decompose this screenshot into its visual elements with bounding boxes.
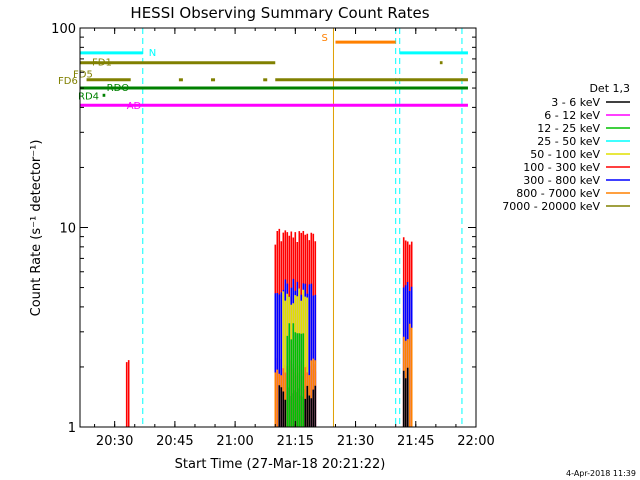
- flag-rdo: RDO: [80, 83, 468, 94]
- series-1-interval-2: [125, 360, 130, 427]
- x-tick-label-3: 21:15: [277, 434, 314, 449]
- legend-label-6: 300 - 800 keV: [523, 174, 600, 187]
- timestamp: 4-Apr-2018 11:39: [566, 469, 636, 478]
- flag-ad: AD: [80, 101, 468, 112]
- flag-label-fd5: FD5: [73, 69, 93, 80]
- flag-label-fd1: FD1: [92, 58, 112, 69]
- legend-entry-4: 50 - 100 keV: [530, 148, 630, 161]
- x-tick-label-4: 21:30: [337, 434, 374, 449]
- legend-title: Det 1,3: [589, 82, 630, 95]
- flag-rd4: RD4: [78, 91, 106, 102]
- y-tick-label-1: 10: [59, 222, 76, 237]
- y-tick-label-0: 1: [68, 421, 76, 436]
- legend-label-3: 25 - 50 keV: [537, 135, 600, 148]
- legend-entry-7: 800 - 7000 keV: [516, 187, 630, 200]
- axis-group: 20:30 20:45 21:00 21:15 21:30 21:45 22:00 1 10 10…: [51, 22, 495, 449]
- legend-label-2: 12 - 25 keV: [537, 122, 600, 135]
- legend-entry-8: 7000 - 20000 keV: [502, 200, 630, 213]
- flag-label-n: N: [149, 48, 156, 59]
- flag-label-rd4: RD4: [78, 91, 99, 102]
- x-tick-label-5: 21:45: [397, 434, 434, 449]
- x-tick-label-1: 20:45: [156, 434, 193, 449]
- flag-fd1: FD1: [80, 58, 443, 69]
- x-tick-label-0: 20:30: [96, 434, 133, 449]
- flag-fd6: FD6: [58, 76, 468, 87]
- flag-s: S: [321, 33, 396, 44]
- legend-entry-0: 3 - 6 keV: [551, 96, 630, 109]
- series-6: [286, 323, 305, 427]
- legend-label-0: 3 - 6 keV: [551, 96, 600, 109]
- series-6-interval-0: [286, 323, 305, 427]
- legend-entry-3: 25 - 50 keV: [537, 135, 630, 148]
- legend-label-4: 50 - 100 keV: [530, 148, 600, 161]
- series-5-interval-1: [402, 367, 409, 427]
- flag-label-rdo: RDO: [107, 83, 130, 94]
- flag-label-s: S: [321, 33, 327, 44]
- legend-entry-6: 300 - 800 keV: [523, 174, 630, 187]
- chart-title: HESSI Observing Summary Count Rates: [130, 4, 429, 22]
- legend-entry-2: 12 - 25 keV: [537, 122, 630, 135]
- y-axis-label: Count Rate (s⁻¹ detector⁻¹): [29, 140, 44, 317]
- legend-label-5: 100 - 300 keV: [523, 161, 600, 174]
- flag-n: N: [80, 48, 468, 59]
- x-axis-label: Start Time (27-Mar-18 20:21:22): [175, 457, 386, 472]
- flag-fd5: FD5: [73, 69, 93, 80]
- legend-label-7: 800 - 7000 keV: [516, 187, 600, 200]
- legend-label-8: 7000 - 20000 keV: [502, 200, 600, 213]
- legend-entry-1: 6 - 12 keV: [544, 109, 630, 122]
- legend-label-1: 6 - 12 keV: [544, 109, 600, 122]
- x-tick-label-2: 21:00: [216, 434, 253, 449]
- y-tick-label-2: 100: [51, 22, 76, 37]
- x-tick-label-6: 22:00: [457, 434, 494, 449]
- flag-label-ad: AD: [127, 101, 142, 112]
- flag-label-fd6: FD6: [58, 76, 78, 87]
- legend-entry-5: 100 - 300 keV: [523, 161, 630, 174]
